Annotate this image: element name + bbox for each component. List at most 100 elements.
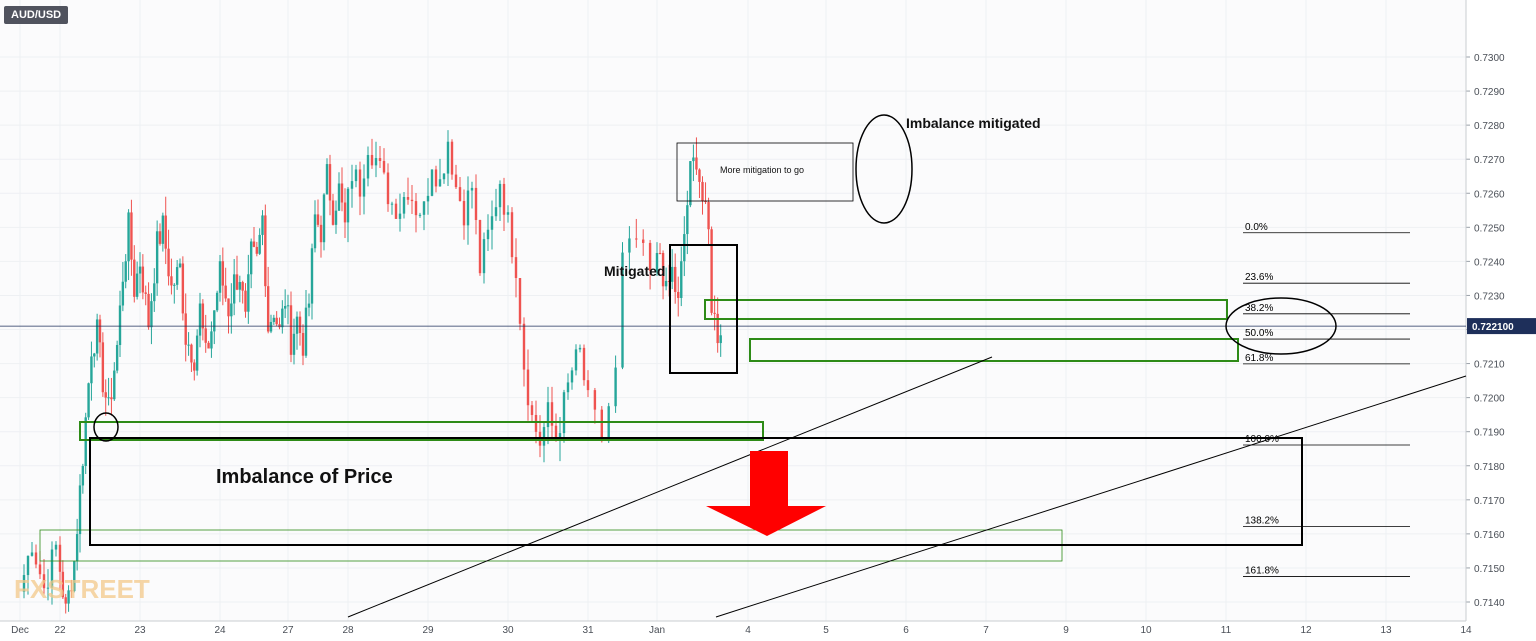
candle-body: [366, 154, 370, 179]
candle-body: [658, 252, 662, 254]
x-tick-label: 29: [422, 625, 434, 636]
candle-body: [410, 199, 414, 202]
candle-body: [238, 282, 242, 290]
more-mitigation-label: More mitigation to go: [720, 165, 804, 175]
candle-body: [600, 409, 603, 442]
candle-body: [104, 392, 107, 398]
candle-body: [195, 335, 199, 371]
candle-body: [628, 238, 631, 253]
fib-label: 61.8%: [1245, 353, 1273, 364]
candle-body: [158, 231, 162, 244]
candle-body: [670, 266, 674, 282]
candle-body: [689, 161, 692, 206]
candle-body: [677, 291, 680, 298]
candle-body: [522, 323, 526, 370]
candle-body: [310, 248, 314, 304]
candle-body: [313, 214, 317, 249]
candle-body: [286, 305, 290, 307]
candle-body: [283, 305, 287, 309]
candle-body: [454, 174, 458, 188]
candle-body: [184, 313, 187, 345]
candle-body: [390, 203, 394, 205]
candle-body: [554, 425, 558, 441]
candle-body: [213, 310, 216, 332]
candle-body: [307, 303, 311, 308]
candle-body: [173, 284, 176, 286]
candle-body: [235, 274, 239, 290]
candle-body: [178, 263, 182, 268]
down-arrow-icon: [706, 451, 826, 536]
fib-zone-ellipse: [1225, 297, 1337, 355]
candle-body: [506, 212, 510, 215]
candle-body: [258, 234, 261, 254]
candle-body: [614, 367, 617, 407]
candle-body: [84, 417, 87, 467]
candle-body: [674, 266, 677, 292]
y-tick-label: 0.7260: [1474, 189, 1505, 200]
candle-body: [570, 370, 574, 383]
x-tick-label: 22: [54, 625, 66, 636]
y-tick-label: 0.7200: [1474, 394, 1505, 405]
candle-body: [130, 212, 133, 260]
candle-body: [255, 246, 259, 254]
candle-body: [562, 392, 566, 434]
candle-body: [698, 169, 701, 182]
candle-body: [75, 534, 79, 562]
candle-body: [124, 261, 127, 282]
trendline-upper: [347, 356, 993, 618]
candle-body: [95, 319, 99, 354]
candle-body: [486, 229, 490, 240]
candle-body: [264, 215, 267, 287]
candle-body: [695, 157, 698, 170]
candle-body: [680, 261, 683, 298]
y-tick-label: 0.7160: [1474, 530, 1505, 541]
candle-body: [115, 344, 119, 371]
candle-body: [328, 164, 332, 201]
fib-label: 23.6%: [1245, 272, 1273, 283]
fib-label: 138.2%: [1245, 515, 1279, 526]
candle-body: [181, 263, 185, 314]
candle-body: [110, 397, 113, 400]
more-mitigation-box: [676, 142, 854, 202]
candle-body: [221, 261, 225, 286]
candle-body: [144, 292, 147, 294]
candle-body: [81, 466, 85, 486]
candle-body: [362, 178, 366, 197]
y-tick-label: 0.7170: [1474, 496, 1505, 507]
candle-body: [207, 342, 210, 349]
candle-body: [574, 349, 578, 371]
candle-body: [295, 316, 299, 334]
candle-body: [247, 274, 250, 312]
candle-body: [502, 183, 506, 215]
candle-body: [546, 402, 550, 428]
candle-body: [304, 307, 308, 356]
candle-body: [113, 370, 116, 400]
fib-label: 161.8%: [1245, 565, 1279, 576]
candle-body: [331, 200, 335, 225]
candle-body: [526, 369, 530, 406]
candle-body: [482, 239, 486, 274]
y-tick-label: 0.7270: [1474, 155, 1505, 166]
demand-zone-box: [79, 421, 764, 441]
y-tick-label: 0.7250: [1474, 223, 1505, 234]
candle-body: [635, 238, 638, 240]
candle-body: [244, 290, 247, 312]
candle-body: [190, 344, 193, 363]
candle-body: [586, 380, 590, 391]
candle-body: [550, 402, 554, 426]
candle-body: [378, 158, 382, 161]
x-tick-label: 24: [214, 625, 226, 636]
candle-body: [241, 282, 244, 291]
candle-body: [370, 154, 374, 166]
candle-body: [621, 252, 624, 368]
candle-body: [42, 574, 46, 589]
candle-body: [73, 561, 76, 592]
candle-body: [354, 169, 358, 182]
candle-body: [358, 169, 362, 197]
candle-body: [135, 273, 139, 297]
imbalance-of-price-box: [89, 437, 1303, 546]
candle-body: [713, 312, 716, 314]
candle-body: [261, 215, 264, 235]
mitigated-label: Mitigated: [604, 263, 665, 279]
